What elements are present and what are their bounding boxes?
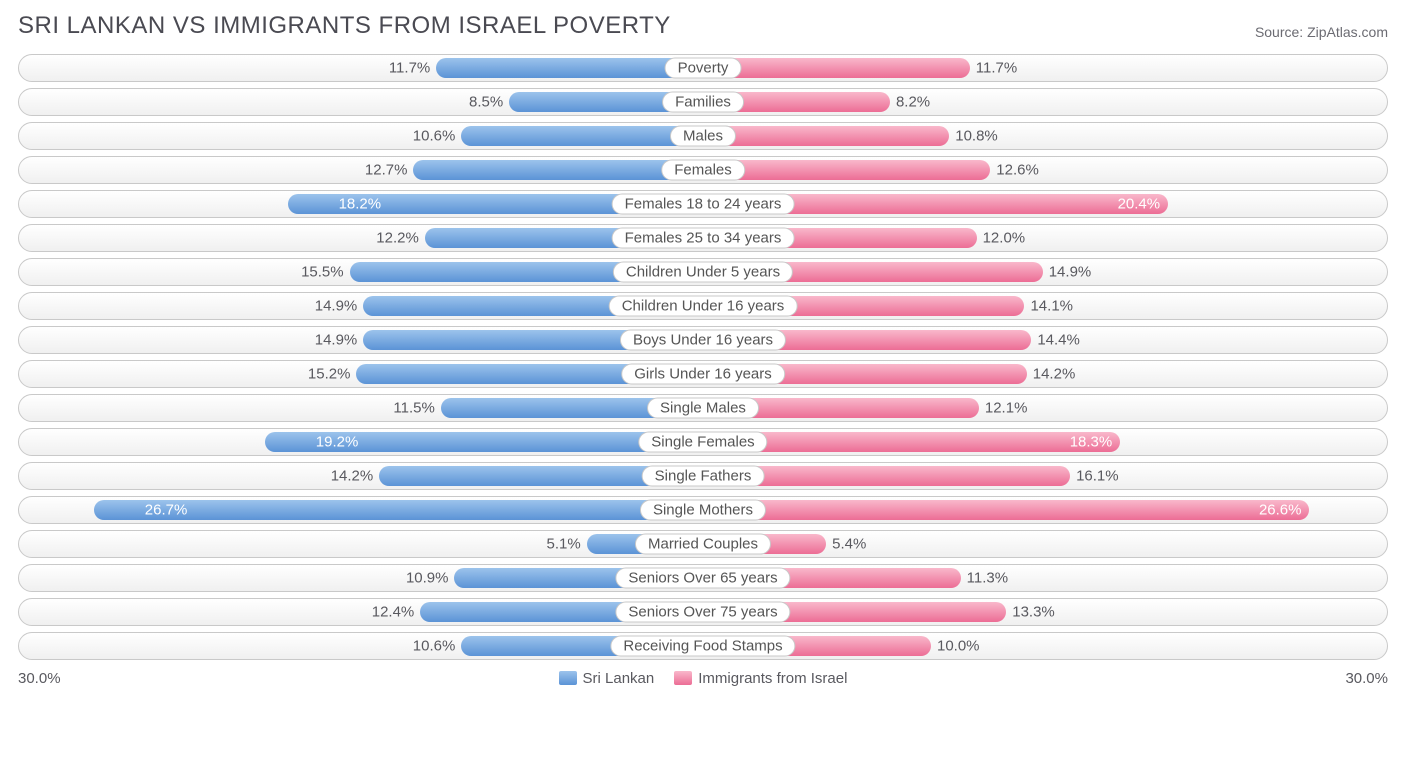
- chart-row: 15.5% 14.9% Children Under 5 years: [18, 258, 1388, 286]
- value-right: 26.6%: [1259, 502, 1302, 519]
- category-label: Seniors Over 75 years: [615, 602, 790, 623]
- value-left: 12.7%: [365, 162, 408, 179]
- bar-right: [703, 500, 1309, 520]
- value-left: 5.1%: [547, 536, 581, 553]
- value-left: 12.2%: [376, 230, 419, 247]
- bar-left: [436, 58, 703, 78]
- chart-row: 19.2% 18.3% Single Females: [18, 428, 1388, 456]
- category-label: Females 25 to 34 years: [612, 228, 795, 249]
- value-right: 10.8%: [955, 128, 998, 145]
- bar-left: [413, 160, 703, 180]
- value-right: 11.3%: [967, 570, 1008, 587]
- chart-rows: 11.7%11.7%Poverty8.5%8.2%Families10.6%10…: [18, 54, 1388, 660]
- value-left: 10.6%: [413, 638, 456, 655]
- value-left: 12.4%: [372, 604, 415, 621]
- chart-header: SRI LANKAN VS IMMIGRANTS FROM ISRAEL POV…: [18, 12, 1388, 40]
- legend-item-right: Immigrants from Israel: [674, 670, 847, 687]
- axis-left-max: 30.0%: [18, 670, 61, 687]
- value-right: 12.1%: [985, 400, 1028, 417]
- chart-footer: 30.0% Sri Lankan Immigrants from Israel …: [18, 670, 1388, 687]
- category-label: Single Fathers: [642, 466, 765, 487]
- chart-row: 12.4% 13.3% Seniors Over 75 years: [18, 598, 1388, 626]
- source-prefix: Source:: [1255, 24, 1307, 40]
- category-label: Families: [662, 92, 744, 113]
- chart-row: 14.9% 14.4% Boys Under 16 years: [18, 326, 1388, 354]
- chart-row: 5.1% 5.4% Married Couples: [18, 530, 1388, 558]
- category-label: Married Couples: [635, 534, 771, 555]
- value-right: 12.6%: [996, 162, 1039, 179]
- category-label: Seniors Over 65 years: [615, 568, 790, 589]
- chart-title: SRI LANKAN VS IMMIGRANTS FROM ISRAEL POV…: [18, 12, 671, 40]
- category-label: Poverty: [665, 58, 742, 79]
- chart-legend: Sri Lankan Immigrants from Israel: [559, 670, 848, 687]
- value-left: 11.5%: [393, 400, 434, 417]
- value-right: 14.9%: [1049, 264, 1092, 281]
- chart-source: Source: ZipAtlas.com: [1255, 24, 1388, 40]
- value-right: 5.4%: [832, 536, 866, 553]
- value-right: 14.1%: [1030, 298, 1073, 315]
- legend-swatch-icon: [674, 671, 692, 685]
- legend-swatch-icon: [559, 671, 577, 685]
- chart-row: 11.5% 12.1% Single Males: [18, 394, 1388, 422]
- value-right: 14.4%: [1037, 332, 1080, 349]
- value-left: 11.7%: [389, 60, 430, 77]
- chart-row: 14.2% 16.1% Single Fathers: [18, 462, 1388, 490]
- category-label: Children Under 16 years: [609, 296, 798, 317]
- value-left: 15.5%: [301, 264, 344, 281]
- category-label: Single Mothers: [640, 500, 766, 521]
- category-label: Children Under 5 years: [613, 262, 793, 283]
- chart-row: 12.7% 12.6% Females: [18, 156, 1388, 184]
- category-label: Girls Under 16 years: [621, 364, 785, 385]
- category-label: Boys Under 16 years: [620, 330, 786, 351]
- bar-left: [461, 126, 703, 146]
- value-left: 8.5%: [469, 94, 503, 111]
- chart-row: 26.7% 26.6% Single Mothers: [18, 496, 1388, 524]
- chart-row: 10.6% 10.8% Males: [18, 122, 1388, 150]
- value-right: 18.3%: [1070, 434, 1113, 451]
- chart-row: 10.6% 10.0% Receiving Food Stamps: [18, 632, 1388, 660]
- value-left: 14.2%: [331, 468, 374, 485]
- value-left: 14.9%: [315, 332, 358, 349]
- chart-row: 12.2% 12.0% Females 25 to 34 years: [18, 224, 1388, 252]
- value-left: 15.2%: [308, 366, 351, 383]
- source-name: ZipAtlas.com: [1307, 24, 1388, 40]
- chart-row: 10.9% 11.3% Seniors Over 65 years: [18, 564, 1388, 592]
- category-label: Receiving Food Stamps: [610, 636, 795, 657]
- value-left: 19.2%: [316, 434, 359, 451]
- legend-right-label: Immigrants from Israel: [698, 670, 847, 687]
- bar-right: [703, 58, 970, 78]
- value-left: 14.9%: [315, 298, 358, 315]
- category-label: Single Females: [638, 432, 767, 453]
- bar-right: [703, 126, 949, 146]
- category-label: Females: [661, 160, 745, 181]
- category-label: Single Males: [647, 398, 759, 419]
- chart-row: 8.5% 8.2% Families: [18, 88, 1388, 116]
- chart-row: 11.7% 11.7% Poverty: [18, 54, 1388, 82]
- category-label: Males: [670, 126, 736, 147]
- value-right: 20.4%: [1118, 196, 1161, 213]
- chart-row: 18.2% 20.4% Females 18 to 24 years: [18, 190, 1388, 218]
- axis-right-max: 30.0%: [1345, 670, 1388, 687]
- value-right: 16.1%: [1076, 468, 1119, 485]
- value-left: 10.9%: [406, 570, 449, 587]
- chart-row: 14.9% 14.1% Children Under 16 years: [18, 292, 1388, 320]
- value-right: 13.3%: [1012, 604, 1055, 621]
- value-left: 26.7%: [145, 502, 188, 519]
- value-right: 14.2%: [1033, 366, 1076, 383]
- legend-item-left: Sri Lankan: [559, 670, 655, 687]
- bar-right: [703, 160, 990, 180]
- legend-left-label: Sri Lankan: [583, 670, 655, 687]
- value-right: 10.0%: [937, 638, 980, 655]
- chart-row: 15.2% 14.2% Girls Under 16 years: [18, 360, 1388, 388]
- value-right: 11.7%: [976, 60, 1017, 77]
- value-left: 10.6%: [413, 128, 456, 145]
- value-left: 18.2%: [339, 196, 382, 213]
- value-right: 12.0%: [983, 230, 1026, 247]
- value-right: 8.2%: [896, 94, 930, 111]
- category-label: Females 18 to 24 years: [612, 194, 795, 215]
